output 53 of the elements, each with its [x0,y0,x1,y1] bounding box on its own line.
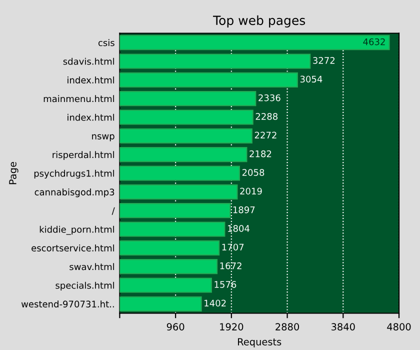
bar [120,166,240,181]
y-tick-label: risperdal.html [52,151,114,160]
x-axis-title: Requests [238,338,282,348]
bar [120,296,202,312]
y-tick-label: escortservice.html [32,244,114,252]
bar [120,259,218,274]
x-tick-label: 3840 [332,323,355,330]
y-tick-label: westend-970731.ht.. [21,300,114,308]
y-tick-label: nswp [92,134,114,142]
y-tick-label: index.html [68,76,114,84]
data-label: 4632 [363,38,385,46]
data-label: 2058 [242,169,264,176]
data-label: 2019 [240,188,262,195]
x-tick-label: 960 [166,323,184,330]
y-axis-title: Page [9,162,18,184]
data-label: 1672 [220,262,242,270]
y-tick-label: csis [98,39,114,46]
data-label: 1897 [233,206,255,214]
bar [120,222,226,237]
y-tick-label: mainmenu.html [44,95,114,102]
data-label: 1804 [228,225,250,232]
y-tick-label: kiddie_porn.html [40,226,114,235]
y-tick-label: / [112,207,115,215]
data-label: 2182 [250,150,272,158]
y-tick-label: swav.html [70,263,114,270]
bar [120,184,238,200]
data-label: 3272 [313,57,334,64]
y-tick-label: sdavis.html [63,58,114,65]
bar [120,72,298,88]
data-label: 3054 [300,76,322,83]
bar [120,35,390,50]
bar [120,147,248,162]
bar [120,203,231,218]
bar [120,91,256,106]
bar [120,128,252,144]
y-tick-label: index.html [68,114,114,121]
data-label: 1707 [222,244,244,251]
x-tick-label: 2880 [276,323,300,330]
x-tick-label: 1920 [220,323,244,330]
data-label: 2288 [256,113,278,120]
bar [120,110,254,125]
bar [120,278,212,293]
data-label: 1402 [204,300,226,307]
y-tick-label: cannabisgod.mp3 [34,188,114,198]
data-label: 1576 [214,281,236,288]
data-label: 2272 [254,132,276,138]
bar [120,54,311,69]
x-tick-label: 4800 [387,323,411,330]
y-tick-label: psychdrugs1.html [34,170,114,179]
data-label: 2336 [258,94,280,102]
chart-title: Top web pages [213,15,306,28]
y-tick-label: specials.html [56,282,114,291]
bar [120,240,220,256]
